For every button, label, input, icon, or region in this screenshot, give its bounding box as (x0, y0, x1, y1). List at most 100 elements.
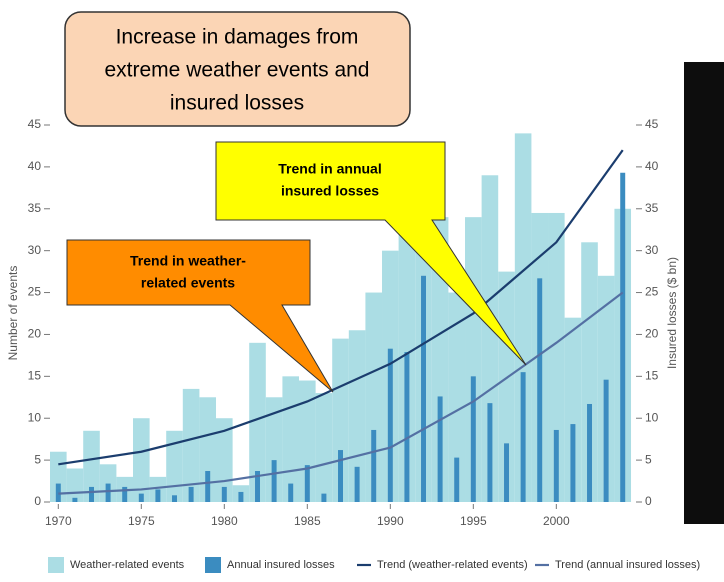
event-bar (548, 212, 565, 502)
y-axis-label: Number of events (6, 266, 20, 361)
loss-bar (504, 443, 510, 502)
legend-label: Weather-related events (70, 559, 185, 571)
loss-bar (238, 491, 244, 502)
loss-bar (603, 379, 609, 502)
y-tick-label: 35 (28, 201, 42, 215)
event-bar (564, 317, 582, 502)
loss-bar (437, 396, 443, 502)
loss-bar (587, 403, 593, 502)
y-tick-label: 15 (28, 369, 42, 383)
event-bar (133, 418, 150, 502)
event-bar (99, 464, 117, 502)
trend-line (58, 291, 624, 495)
y-tick-label: 40 (28, 159, 42, 173)
loss-bar (122, 486, 128, 502)
y-tick-label: 30 (28, 243, 42, 257)
title: insured losses (170, 92, 304, 115)
y2-tick-label: 0 (645, 494, 652, 508)
loss-bar (89, 486, 94, 502)
x-tick-label: 1975 (128, 514, 155, 528)
loss-bar (404, 352, 410, 502)
loss-bar (255, 471, 260, 502)
loss-bar (138, 493, 144, 502)
y2-tick-label: 5 (645, 452, 652, 466)
y2-tick-label: 35 (645, 201, 659, 215)
y-tick-label: 5 (34, 452, 41, 466)
legend-swatch (48, 557, 64, 573)
loss-bar (338, 450, 343, 502)
loss-bar (188, 486, 194, 502)
y-tick-label: 10 (28, 410, 42, 424)
loss-bar (620, 172, 626, 502)
loss-bar (470, 376, 476, 502)
loss-bar (105, 483, 111, 502)
callout-box (215, 141, 527, 366)
y-tick-label: 20 (28, 327, 42, 341)
loss-bar (221, 486, 227, 502)
event-bar (199, 397, 217, 502)
title: Increase in damages from (116, 26, 359, 49)
event-bar (581, 242, 598, 503)
loss-bar (570, 424, 576, 502)
event-bar (348, 330, 366, 502)
loss-bar (520, 372, 526, 502)
event-bar (398, 200, 416, 502)
y2-tick-label: 20 (645, 327, 659, 341)
event-bar (182, 388, 200, 502)
y2-tick-label: 25 (645, 285, 659, 299)
trend-line (58, 149, 624, 466)
callout-box (66, 239, 334, 393)
loss-bar (288, 483, 294, 502)
loss-bar (537, 278, 543, 502)
event-bar (431, 217, 449, 502)
loss-bar (553, 429, 559, 502)
event-bar (299, 380, 316, 502)
y2-axis-label: Insured losses ($ bn) (665, 257, 679, 369)
loss-bar (172, 495, 177, 502)
loss-bar (72, 497, 78, 502)
event-bar (282, 376, 300, 502)
event-bar (315, 393, 333, 502)
event-bar (265, 397, 283, 502)
callout-text: insured losses (281, 183, 379, 199)
event-bar (481, 175, 499, 502)
event-bar (448, 292, 466, 502)
event-bar (249, 342, 266, 502)
loss-bar (271, 460, 277, 502)
event-bar (166, 430, 183, 502)
callout-text: Trend in annual (278, 161, 381, 177)
y2-tick-label: 10 (645, 410, 659, 424)
callout-text: related events (141, 275, 235, 291)
loss-bar (155, 489, 161, 502)
legend-swatch (205, 557, 221, 573)
loss-bar (454, 457, 460, 502)
photo-edge (684, 62, 724, 524)
x-tick-label: 1995 (460, 514, 487, 528)
legend-label: Trend (weather-related events) (377, 559, 528, 571)
loss-bar (321, 493, 327, 502)
y2-tick-label: 15 (645, 369, 659, 383)
loss-bar (487, 403, 493, 502)
loss-bar (354, 466, 360, 502)
x-tick-label: 2000 (543, 514, 570, 528)
x-tick-label: 1970 (45, 514, 72, 528)
legend-label: Trend (annual insured losses) (555, 559, 700, 571)
title: extreme weather events and (105, 59, 370, 82)
loss-bar (205, 471, 211, 502)
y-tick-label: 25 (28, 285, 42, 299)
x-tick-label: 1985 (294, 514, 321, 528)
y-tick-label: 45 (28, 117, 42, 131)
event-bar (514, 133, 532, 502)
event-bar (83, 430, 100, 502)
x-tick-label: 1980 (211, 514, 238, 528)
loss-bar (387, 348, 393, 502)
x-tick-label: 1990 (377, 514, 404, 528)
legend-label: Annual insured losses (227, 559, 335, 571)
loss-bar (371, 429, 377, 502)
callout-text: Trend in weather- (130, 253, 246, 269)
y2-tick-label: 30 (645, 243, 659, 257)
loss-bar (421, 275, 427, 502)
loss-bar (304, 465, 310, 502)
